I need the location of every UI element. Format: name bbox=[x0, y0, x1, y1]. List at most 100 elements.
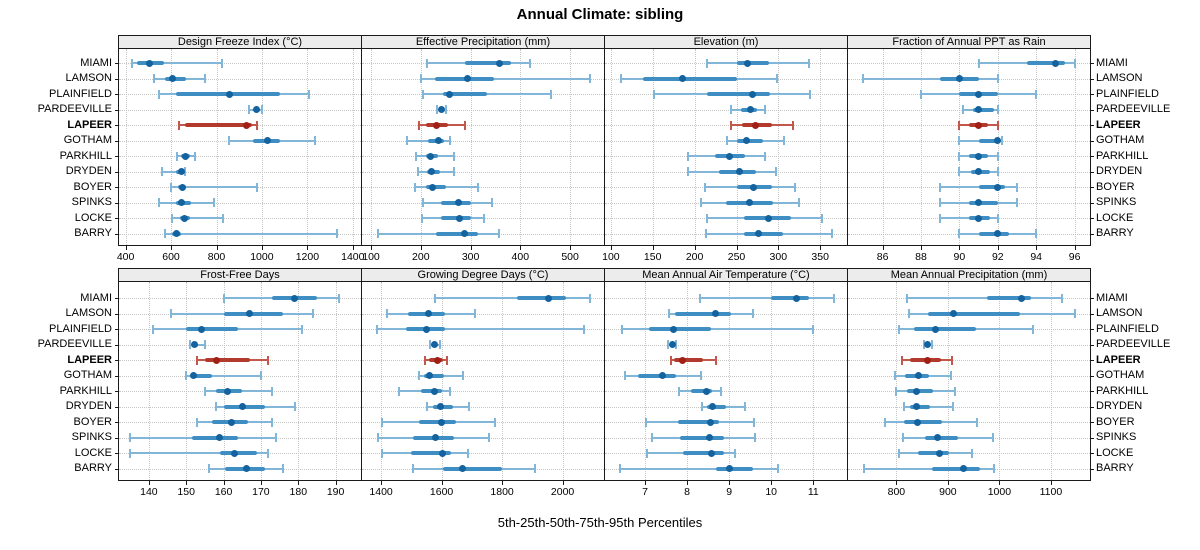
interquartile-bar bbox=[673, 358, 704, 362]
whisker-cap-p5 bbox=[160, 167, 163, 176]
interquartile-bar bbox=[219, 451, 258, 455]
axis-tick bbox=[1050, 481, 1052, 485]
panel-strip: Elevation (m) bbox=[604, 35, 848, 49]
row-label-locke: LOCKE bbox=[1096, 446, 1134, 459]
median-dot bbox=[707, 449, 715, 457]
axis-tick bbox=[298, 481, 300, 485]
median-dot bbox=[975, 121, 983, 129]
row-gridline bbox=[119, 63, 361, 64]
vertical-gridline bbox=[652, 49, 654, 245]
vertical-gridline bbox=[520, 49, 522, 245]
axis-tick-label: 90 bbox=[953, 251, 966, 263]
row-edge-tick bbox=[1091, 78, 1094, 80]
row-gridline bbox=[119, 344, 361, 346]
whisker-cap-p5 bbox=[131, 58, 134, 68]
axis-tick-label: 1100 bbox=[1039, 486, 1063, 498]
median-dot bbox=[669, 325, 677, 333]
axis-tick-label: 400 bbox=[511, 251, 530, 263]
axis-tick bbox=[502, 481, 504, 485]
whisker-cap-p5 bbox=[416, 167, 419, 176]
row-label-locke: LOCKE bbox=[74, 211, 112, 224]
interquartile-bar bbox=[707, 92, 770, 96]
whisker-cap-p5 bbox=[178, 120, 180, 130]
whisker-cap-p5 bbox=[898, 324, 900, 334]
median-dot bbox=[726, 152, 734, 160]
whisker-cap-p95 bbox=[734, 448, 736, 458]
interquartile-bar bbox=[464, 61, 512, 65]
axis-tick bbox=[610, 246, 612, 250]
interquartile-bar bbox=[978, 138, 998, 143]
median-dot bbox=[227, 418, 235, 426]
row-gridline bbox=[362, 391, 604, 392]
interquartile-bar bbox=[679, 435, 725, 440]
whisker-cap-p5 bbox=[700, 402, 703, 411]
whisker-cap-p5 bbox=[129, 448, 132, 458]
axis-tick-label: 86 bbox=[876, 251, 889, 263]
whisker-cap-p95 bbox=[699, 371, 702, 380]
percentile-whisker bbox=[423, 93, 552, 95]
whisker-cap-p95 bbox=[452, 167, 455, 176]
whisker-cap-p95 bbox=[267, 355, 270, 365]
axis-tick bbox=[820, 246, 822, 250]
row-edge-tick bbox=[115, 156, 118, 157]
axis-tick-label: 100 bbox=[602, 251, 620, 263]
row-edge-tick bbox=[115, 63, 118, 64]
row-edge-tick bbox=[1091, 63, 1094, 64]
panel-strip: Growing Degree Days (°C) bbox=[361, 268, 605, 282]
median-dot bbox=[212, 356, 220, 364]
whisker-cap-p95 bbox=[830, 229, 833, 238]
panel-strip-title: Elevation (m) bbox=[693, 36, 759, 48]
interquartile-bar bbox=[690, 389, 713, 393]
axis-tick-label: 7 bbox=[642, 486, 648, 498]
panel-strip-title: Design Freeze Index (°C) bbox=[177, 36, 303, 48]
whisker-cap-p95 bbox=[301, 324, 303, 334]
vertical-gridline bbox=[371, 49, 372, 245]
row-edge-tick bbox=[1091, 422, 1094, 423]
whisker-cap-p95 bbox=[975, 417, 978, 427]
median-dot bbox=[912, 403, 920, 410]
percentile-whisker bbox=[620, 467, 778, 470]
median-dot bbox=[743, 137, 750, 144]
whisker-cap-p5 bbox=[189, 340, 191, 349]
row-label-lamson: LAMSON bbox=[1096, 72, 1143, 84]
median-dot bbox=[975, 168, 983, 175]
whisker-cap-p95 bbox=[820, 213, 823, 223]
median-dot bbox=[242, 121, 250, 129]
median-dot bbox=[959, 465, 967, 472]
axis-tick-label: 150 bbox=[177, 486, 195, 498]
row-edge-tick bbox=[1091, 437, 1094, 439]
interquartile-bar bbox=[443, 466, 503, 471]
axis-tick bbox=[261, 246, 263, 250]
median-dot bbox=[994, 230, 1002, 237]
percentile-whisker bbox=[186, 374, 261, 377]
median-dot bbox=[246, 310, 254, 317]
whisker-cap-p5 bbox=[151, 324, 154, 334]
vertical-gridline bbox=[381, 282, 383, 480]
median-dot bbox=[427, 152, 435, 160]
vertical-gridline bbox=[570, 49, 572, 245]
median-dot bbox=[708, 403, 716, 410]
whisker-cap-p5 bbox=[428, 340, 431, 349]
median-dot bbox=[793, 294, 800, 302]
whisker-cap-p5 bbox=[426, 58, 429, 68]
whisker-cap-p5 bbox=[958, 229, 961, 238]
axis-tick bbox=[420, 246, 422, 250]
axis-tick-label: 300 bbox=[461, 251, 480, 263]
whisker-cap-p5 bbox=[726, 136, 729, 145]
median-dot bbox=[436, 403, 444, 410]
interquartile-bar bbox=[678, 420, 720, 424]
median-dot bbox=[914, 372, 922, 379]
median-dot bbox=[706, 434, 714, 441]
whisker-cap-p5 bbox=[677, 386, 680, 396]
row-label-parkhill: PARKHILL bbox=[1096, 384, 1149, 397]
whisker-cap-p5 bbox=[645, 448, 648, 458]
axis-tick bbox=[813, 481, 815, 485]
row-edge-tick bbox=[1091, 187, 1094, 188]
whisker-cap-p5 bbox=[939, 182, 942, 192]
whisker-cap-p95 bbox=[996, 213, 999, 223]
row-gridline bbox=[605, 140, 847, 142]
whisker-cap-p95 bbox=[794, 182, 797, 192]
row-gridline bbox=[848, 360, 1090, 361]
whisker-cap-p5 bbox=[621, 324, 624, 334]
whisker-cap-p95 bbox=[1073, 58, 1076, 68]
